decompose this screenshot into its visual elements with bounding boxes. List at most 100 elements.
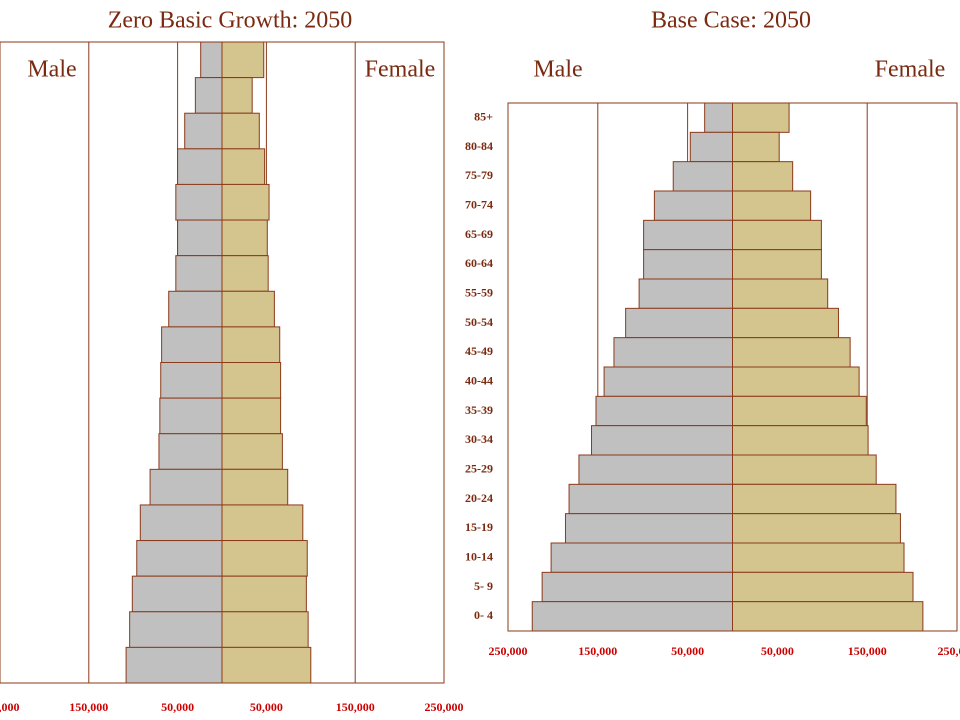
female-bar [732,601,924,632]
male-bar [643,249,734,280]
male-bar [568,483,734,515]
male-bar [531,601,733,632]
male-bar [149,468,223,506]
age-label: 65-69 [465,227,493,241]
x-tick-label: 50,000 [250,700,283,714]
female-bar [732,219,822,251]
male-bar [643,219,734,251]
female-bar [732,513,901,544]
age-label: 45-49 [465,344,493,358]
male-bar [136,540,223,577]
age-label: 50-54 [465,315,493,329]
female-bar [221,362,282,399]
female-bar [221,255,269,292]
female-bar [732,571,914,603]
male-bar [194,77,223,114]
male-bar [131,575,223,613]
female-bar [732,249,822,280]
x-tick-label: 150,000 [69,700,108,714]
male-bar [125,646,223,684]
female-bar [221,433,283,470]
female-bar [221,183,270,221]
male-bar [638,278,733,309]
male-bar [603,366,733,397]
male-bar [595,395,734,427]
age-label: 55-59 [465,285,493,299]
legend-female: Female [365,57,436,83]
female-bar [732,454,877,485]
male-bar [541,571,734,603]
male-bar [689,131,734,163]
male-bar [160,362,223,399]
female-bar [732,131,780,163]
female-bar [221,112,260,150]
female-bar [732,278,829,309]
x-tick-label: 50,000 [161,700,194,714]
age-label: 80-84 [465,139,493,153]
female-bar [221,540,308,577]
male-bar [704,102,733,133]
male-bar [625,307,733,339]
age-label: 60-64 [465,256,493,270]
x-tick-label: 250,000 [0,700,20,714]
male-bar [168,290,223,328]
male-bar [139,504,223,542]
male-bar [177,148,223,185]
female-bar [221,148,266,185]
legend-male: Male [533,57,582,83]
chart-title: Base Case: 2050 [651,8,811,34]
male-bar [161,326,223,363]
age-label: 85+ [474,109,493,123]
female-bar [732,102,790,133]
female-bar [221,504,304,542]
male-bar [177,219,223,257]
female-bar [221,611,309,648]
x-tick-label: 150,000 [848,644,887,658]
x-tick-label: 150,000 [336,700,375,714]
male-bar [564,513,733,544]
female-bar [732,307,839,339]
female-bar [221,646,312,684]
male-bar [591,425,733,456]
x-tick-label: 50,000 [761,644,794,658]
male-bar [175,183,223,221]
age-label: 15-19 [465,520,493,534]
x-tick-label: 50,000 [671,644,704,658]
male-bar [653,190,734,221]
female-bar [732,483,897,515]
female-bar [221,41,265,79]
male-bar [578,454,734,485]
male-bar [200,41,223,79]
age-label: 25-29 [465,461,493,475]
x-tick-label: 250,000 [425,700,464,714]
x-tick-label: 250,000 [489,644,528,658]
male-bar [184,112,223,150]
female-bar [221,219,268,257]
female-bar [732,190,812,221]
age-label: 30-34 [465,432,493,446]
age-label: 20-24 [465,491,493,505]
chart-title: Zero Basic Growth: 2050 [108,8,353,34]
female-bar [732,161,794,192]
age-label: 10-14 [465,549,493,563]
male-bar [672,161,733,192]
female-bar [221,468,289,506]
x-tick-label: 250,000 [938,644,960,658]
age-label: 0- 4 [474,608,493,622]
female-bar [221,77,253,114]
male-bar [175,255,223,292]
x-tick-label: 150,000 [578,644,617,658]
age-label: 5- 9 [474,579,493,593]
legend-female: Female [875,57,946,83]
male-bar [159,397,223,435]
age-label: 75-79 [465,168,493,182]
female-bar [732,542,905,573]
female-bar [732,425,869,456]
male-bar [613,337,733,368]
female-bar [221,290,275,328]
age-label: 40-44 [465,373,493,387]
female-bar [221,575,307,613]
age-label: 70-74 [465,197,493,211]
